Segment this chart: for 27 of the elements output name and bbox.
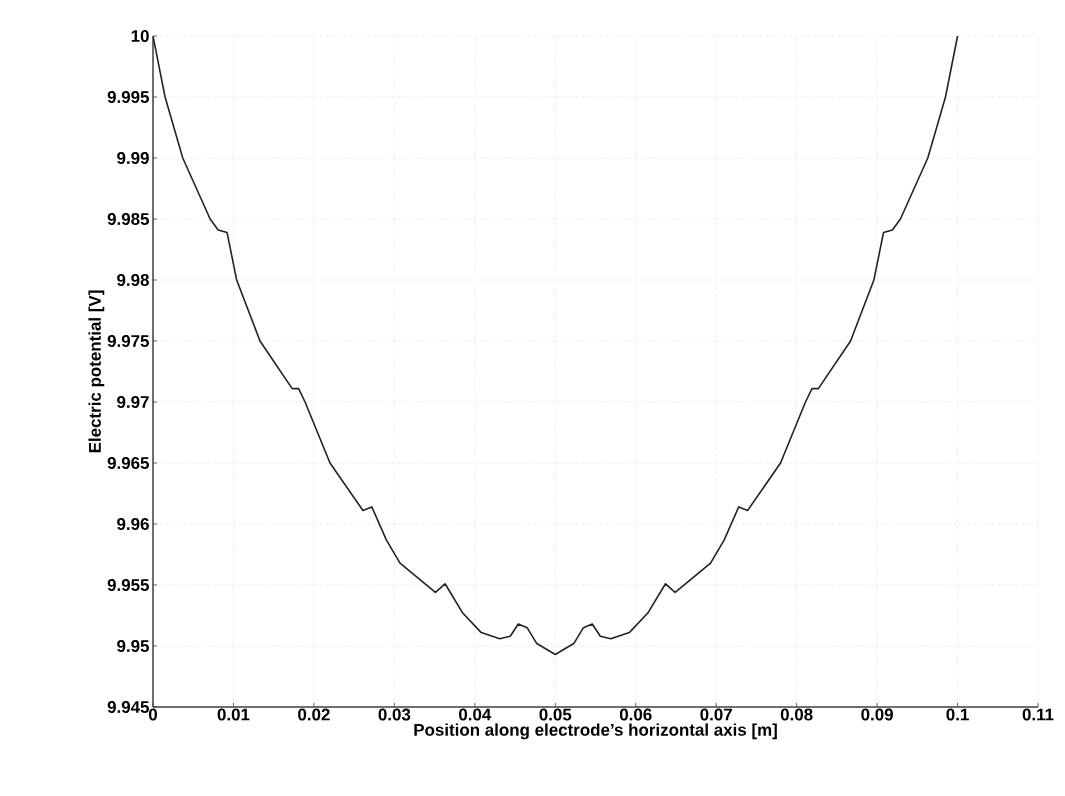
y-tick-label: 9.95 bbox=[117, 640, 150, 652]
y-tick-label: 9.975 bbox=[107, 335, 150, 347]
x-tick-label: 0.1 bbox=[946, 708, 969, 721]
y-tick-label: 9.99 bbox=[117, 152, 149, 164]
x-tick-label: 0.11 bbox=[1022, 708, 1054, 721]
x-tick-label: 0.03 bbox=[378, 708, 411, 721]
x-tick-label: 0.06 bbox=[619, 708, 652, 721]
x-tick-label: 0.07 bbox=[700, 708, 732, 721]
x-tick-label: 0.04 bbox=[459, 708, 492, 721]
y-tick-label: 9.965 bbox=[107, 457, 150, 469]
y-tick-label: 9.97 bbox=[117, 396, 149, 408]
y-tick-label: 9.96 bbox=[117, 518, 149, 530]
x-tick-label: 0.02 bbox=[298, 708, 330, 721]
x-tick-label: 0.08 bbox=[780, 708, 813, 721]
x-tick-label: 0.09 bbox=[861, 708, 893, 721]
y-tick-label: 9.995 bbox=[107, 91, 150, 103]
x-tick-label: 0 bbox=[148, 708, 158, 721]
x-tick-label: 0.01 bbox=[217, 708, 250, 721]
y-axis-title: Electric potential [V] bbox=[88, 290, 105, 453]
y-tick-label: 9.945 bbox=[107, 701, 150, 713]
y-tick-label: 9.955 bbox=[107, 579, 150, 591]
x-axis-title: Position along electrode’s horizontal axis [m] bbox=[414, 723, 777, 740]
y-tick-label: 9.98 bbox=[117, 274, 149, 286]
y-tick-label: 10 bbox=[131, 30, 149, 42]
x-tick-label: 0.05 bbox=[539, 708, 572, 721]
y-tick-label: 9.985 bbox=[107, 213, 150, 225]
line-series bbox=[153, 36, 959, 656]
